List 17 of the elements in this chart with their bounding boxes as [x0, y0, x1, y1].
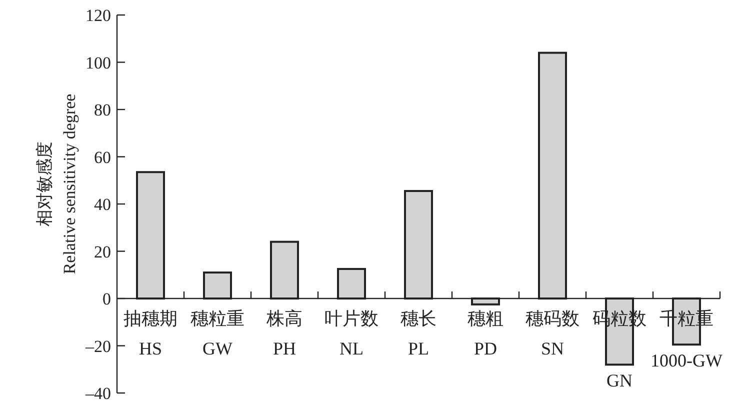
y-tick-label: 60 — [94, 148, 111, 167]
y-tick-label: –40 — [84, 384, 111, 403]
x-tick-label: 叶片数 NL — [324, 308, 378, 358]
y-axis-title: 相对敏感度 Relative sensitivity degree — [35, 94, 79, 274]
x-tick-label: 穗粒重 GW — [190, 308, 244, 358]
y-tick-label: 120 — [86, 6, 111, 25]
y-tick-label: 40 — [94, 195, 111, 214]
x-tick-label: 抽穗期 HS — [124, 308, 178, 358]
y-tick-label: –20 — [84, 336, 111, 356]
y-tick-label: 80 — [94, 100, 111, 120]
x-tick-label: 株高 PH — [266, 308, 302, 358]
x-tick-label: 穗码数 SN — [526, 308, 580, 358]
y-tick-label: 100 — [86, 53, 111, 72]
y-tick-label: 20 — [94, 242, 111, 262]
y-tick-label: 0 — [102, 290, 111, 308]
x-tick-label: 穗长 PL — [400, 308, 436, 358]
x-tick-label: 穗粗 PD — [468, 308, 504, 358]
